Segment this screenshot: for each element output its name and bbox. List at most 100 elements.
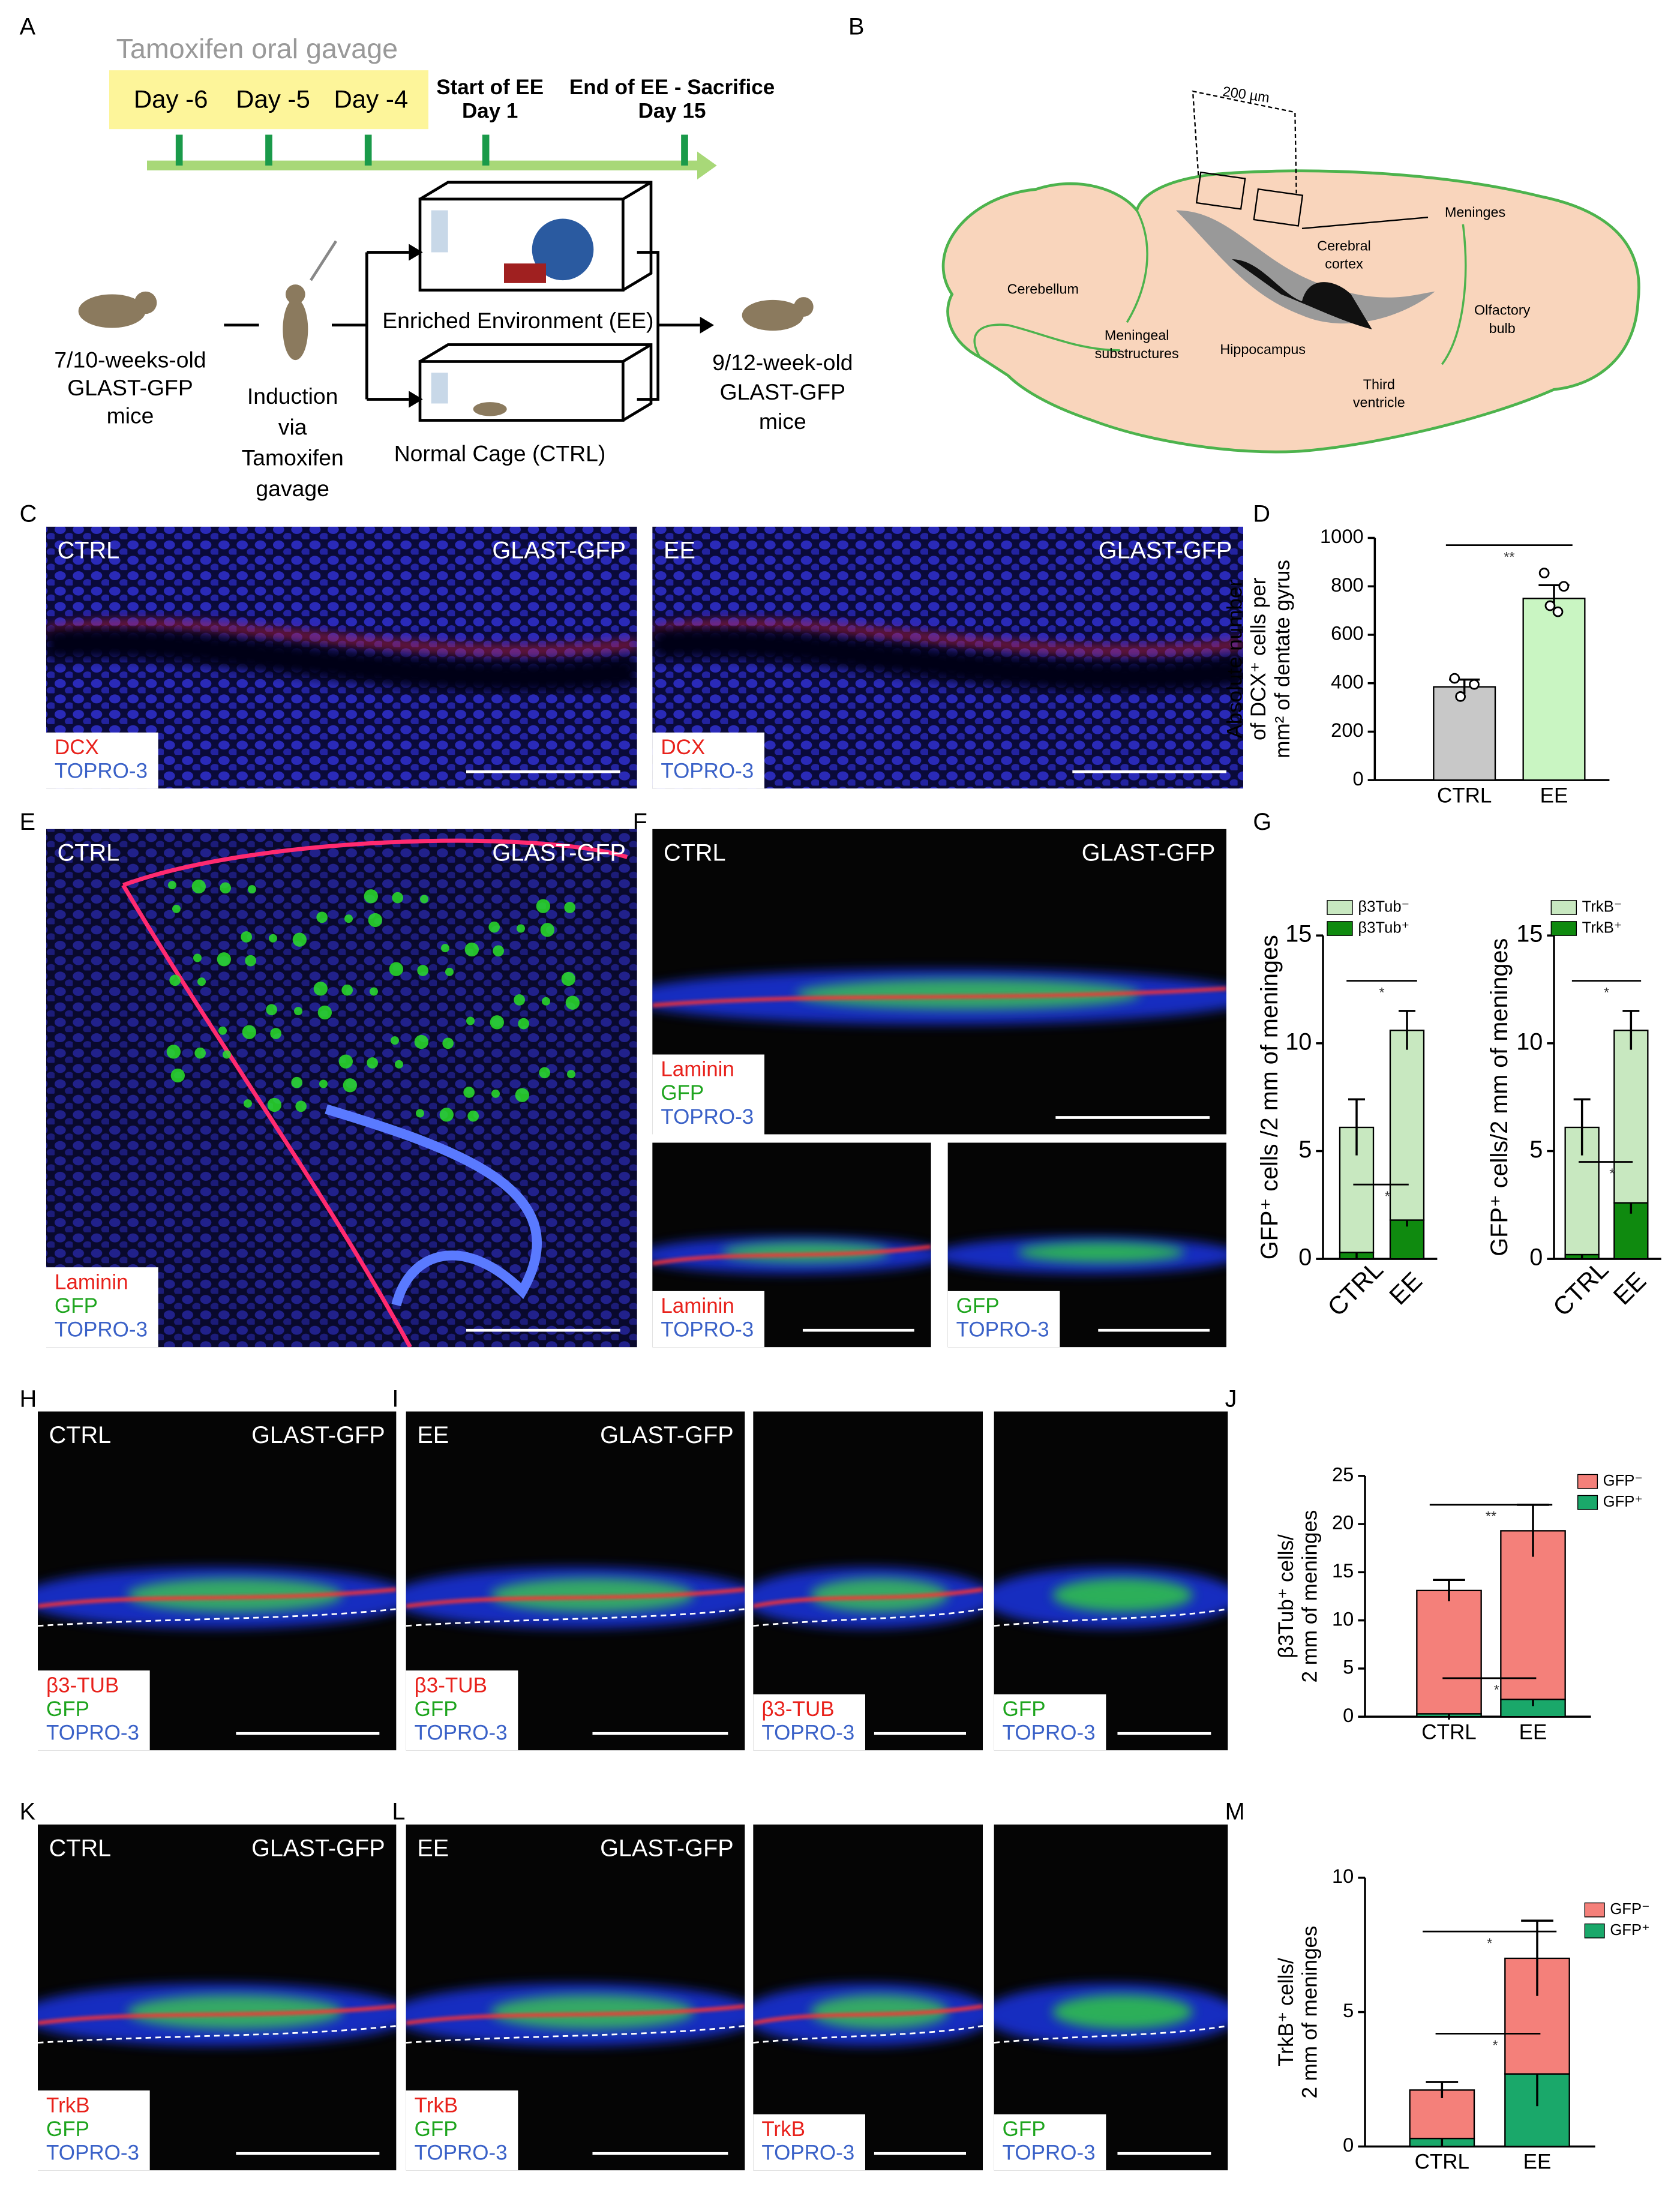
red-signal xyxy=(406,1588,745,1608)
brain-label: bulb xyxy=(1489,320,1516,336)
gfp-cell xyxy=(463,1087,475,1098)
legend-box xyxy=(46,732,158,789)
gfp-cell xyxy=(367,1057,378,1069)
gfp-cell xyxy=(341,984,353,996)
gfp-cell xyxy=(467,1110,479,1122)
induction-label: via xyxy=(278,414,307,439)
y-tick-label: 5 xyxy=(1298,1136,1312,1163)
mice-label: mice xyxy=(107,403,154,428)
panel-letter: K xyxy=(20,1799,35,1825)
gfp-cell xyxy=(464,942,479,957)
legend-box xyxy=(947,1291,1060,1348)
y-tick-label: 200 xyxy=(1331,719,1364,741)
day-label: Day -5 xyxy=(236,85,310,113)
dark-layer xyxy=(652,627,1243,692)
red-signal xyxy=(652,1244,931,1265)
gfp-signal xyxy=(490,1994,694,2029)
micrograph xyxy=(46,829,637,1348)
x-tick-label: EE xyxy=(1384,1267,1427,1310)
bar-segment xyxy=(1416,1589,1482,1715)
y-tick-label: 10 xyxy=(1332,1865,1354,1887)
error-bar xyxy=(1426,2081,1459,2098)
micrograph xyxy=(652,1142,931,1348)
image-condition: CTRL xyxy=(49,1422,112,1448)
gfp-cell xyxy=(166,1045,181,1059)
gfp-signal xyxy=(1052,1578,1193,1612)
legend-label: GFP⁻ xyxy=(1610,1901,1649,1918)
data-point xyxy=(1558,581,1570,592)
gfp-cell xyxy=(395,1060,403,1069)
error-bar xyxy=(1622,1010,1640,1050)
stain-label: DCX xyxy=(661,736,705,759)
significance-label: ** xyxy=(1486,1508,1496,1524)
red-signal xyxy=(406,2004,745,2025)
red-signal xyxy=(753,2004,983,2025)
image-content xyxy=(753,1567,983,1628)
data-point xyxy=(1469,679,1480,690)
y-tick-label: 5 xyxy=(1343,1999,1354,2021)
legend-label: β3Tub⁺ xyxy=(1358,919,1409,936)
y-tick-label: 5 xyxy=(1343,1656,1354,1678)
y-tick-label: 10 xyxy=(1516,1028,1543,1055)
panel-letter: L xyxy=(392,1799,405,1825)
bar-segment xyxy=(1613,1030,1649,1204)
dark-layer xyxy=(46,627,637,692)
gfp-cell xyxy=(220,882,231,894)
micrograph xyxy=(406,1824,745,2171)
legend-box xyxy=(994,1694,1106,1751)
dashed-line xyxy=(406,2025,745,2044)
y-axis-label: GFP⁺ cells/2 mm of meninges xyxy=(1486,938,1513,1256)
panel-b-art xyxy=(941,90,1640,454)
ee-label: Enriched Environment (EE) xyxy=(382,308,653,333)
gfp-signal xyxy=(127,1578,343,1612)
dashed-line xyxy=(994,2025,1228,2044)
gfp-cell xyxy=(517,924,525,933)
stain-label: GFP xyxy=(46,2117,89,2141)
dcx-signal xyxy=(46,620,637,655)
gfp-cell xyxy=(540,923,554,937)
legend-label: GFP⁺ xyxy=(1603,1493,1643,1510)
mice-label: GLAST-GFP xyxy=(67,375,193,400)
gfp-cell xyxy=(269,934,277,943)
data-point xyxy=(1552,606,1564,617)
x-tick-label: CTRL xyxy=(1322,1255,1388,1322)
x-tick-label: CTRL xyxy=(1421,1720,1476,1744)
gfp-cell xyxy=(248,885,256,894)
data-point xyxy=(1449,673,1460,684)
x-tick-label: EE xyxy=(1607,1267,1651,1310)
stain-label: GFP xyxy=(415,2117,458,2141)
image-content xyxy=(406,1567,745,1628)
stain-label: β3-TUB xyxy=(46,1673,119,1697)
gfp-cell xyxy=(292,932,307,947)
x-tick-label: EE xyxy=(1519,1720,1547,1744)
start-label: Start of EE xyxy=(436,76,544,99)
gfp-cell xyxy=(172,904,181,913)
gfp-cell xyxy=(542,997,550,1006)
gfp-cell xyxy=(193,953,202,962)
start-label: Day 1 xyxy=(462,99,518,122)
stain-label: GFP xyxy=(46,1697,89,1721)
gfp-cell xyxy=(389,962,403,976)
y-tick-label: 0 xyxy=(1343,2134,1354,2156)
mice-label: 7/10-weeks-old xyxy=(54,347,206,372)
image-content xyxy=(947,1237,1227,1274)
y-tick-label: 1000 xyxy=(1320,525,1364,547)
y-tick-label: 10 xyxy=(1285,1028,1312,1055)
y-tick-label: 0 xyxy=(1352,767,1363,790)
data-point xyxy=(1455,691,1466,702)
stain-label: TOPRO-3 xyxy=(1003,2141,1096,2165)
x-tick-label: CTRL xyxy=(1547,1255,1614,1322)
panel-letter: G xyxy=(1253,809,1271,835)
image-condition: EE xyxy=(417,1422,449,1448)
image-content xyxy=(406,1983,745,2046)
image-condition: CTRL xyxy=(49,1835,112,1861)
panel-letter: H xyxy=(20,1385,37,1412)
image-condition: CTRL xyxy=(58,839,120,866)
image-strain: GLAST-GFP xyxy=(251,1422,385,1448)
stain-label: Laminin xyxy=(661,1294,734,1318)
y-tick-label: 5 xyxy=(1529,1136,1543,1163)
gfp-signal xyxy=(127,1994,343,2029)
stain-label: TOPRO-3 xyxy=(661,1318,754,1342)
gfp-cell xyxy=(491,1089,500,1098)
significance-label: * xyxy=(1609,1166,1615,1181)
